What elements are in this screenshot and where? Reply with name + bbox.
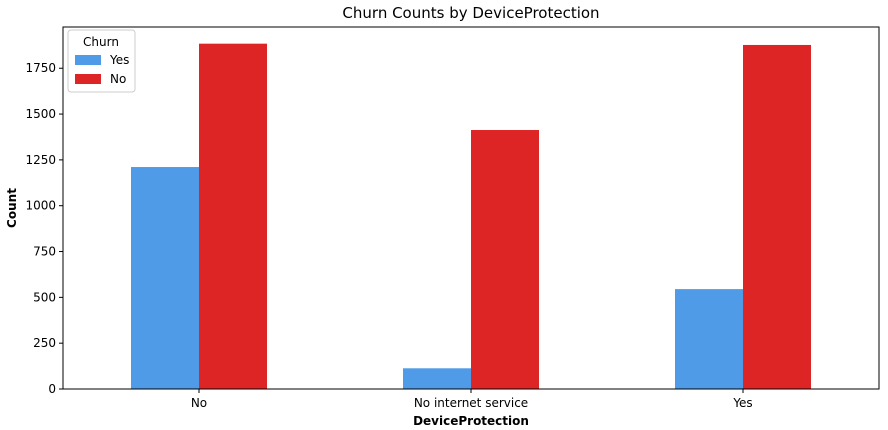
legend: Churn Yes No xyxy=(67,29,136,93)
x-tick-label: Yes xyxy=(732,396,752,410)
plot-frame xyxy=(62,26,880,390)
y-tick-label: 1500 xyxy=(25,107,56,121)
x-tick-label: No xyxy=(191,396,207,410)
y-tick-label: 1250 xyxy=(25,153,56,167)
bar-no-1 xyxy=(471,130,539,389)
legend-title: Churn xyxy=(83,35,119,49)
y-tick-label: 750 xyxy=(33,245,56,259)
bar-no-0 xyxy=(199,43,267,389)
legend-swatch-yes xyxy=(75,55,101,65)
x-tick-label: No internet service xyxy=(414,396,528,410)
chart-title: Churn Counts by DeviceProtection xyxy=(342,4,599,22)
bar-yes-0 xyxy=(131,167,199,389)
x-axis-label: DeviceProtection xyxy=(413,414,529,428)
y-tick-label: 1750 xyxy=(25,61,56,75)
y-tick-label: 1000 xyxy=(25,199,56,213)
y-tick-label: 250 xyxy=(33,336,56,350)
bar-no-2 xyxy=(743,44,811,390)
legend-swatch-no xyxy=(75,74,101,84)
legend-label-no: No xyxy=(110,72,126,86)
y-tick-label: 0 xyxy=(48,382,56,396)
y-tick-label: 500 xyxy=(33,290,56,304)
plot-area xyxy=(131,43,811,390)
bar-yes-1 xyxy=(403,368,471,389)
legend-label-yes: Yes xyxy=(109,53,129,67)
y-axis-label: Count xyxy=(5,188,19,228)
axes: No No internet service Yes 0 250 500 750 1000 12… xyxy=(25,26,880,410)
bar-yes-2 xyxy=(675,289,743,389)
